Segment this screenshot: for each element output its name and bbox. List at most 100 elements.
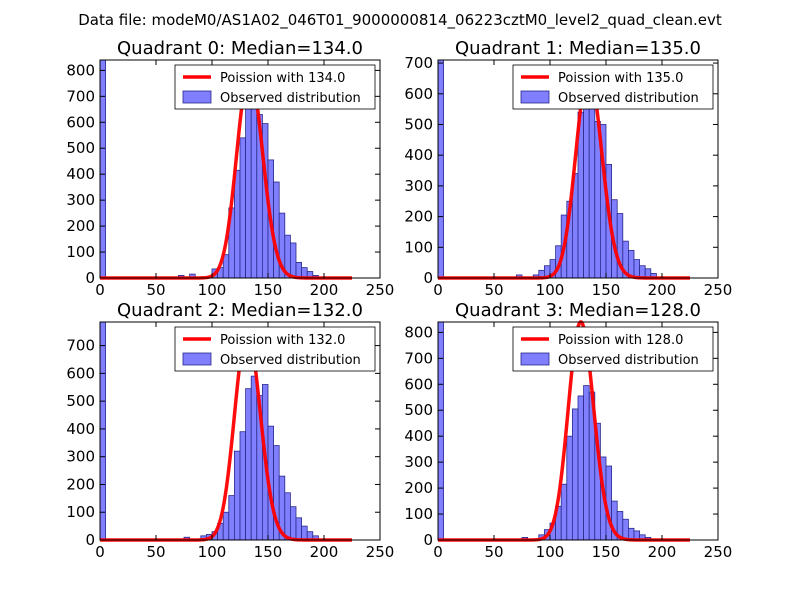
y-tick-label: 200 (404, 479, 433, 497)
quadrant-3-panel: Quadrant 3: Median=128.0 0 50 100 150 200 250 0… (404, 300, 732, 561)
legend-observed-swatch (520, 90, 550, 104)
y-tick-label: 100 (404, 238, 433, 256)
x-tick-label: 0 (433, 543, 443, 561)
legend-poisson-label: Poission with 132.0 (220, 333, 345, 348)
x-tick-label: 250 (704, 281, 733, 299)
y-tick-label: 500 (66, 392, 95, 410)
legend-observed-label: Observed distribution (220, 353, 361, 368)
y-tick-label: 400 (404, 427, 433, 445)
y-tick-label: 700 (66, 87, 95, 105)
histogram-bar (239, 431, 246, 541)
x-tick-label: 100 (536, 281, 565, 299)
legend: Poission with 128.0 Observed distribution (512, 326, 714, 372)
legend-poisson-label: Poission with 128.0 (558, 333, 683, 348)
legend: Poission with 134.0 Observed distribution (174, 64, 376, 110)
histogram-bar (99, 59, 106, 279)
x-tick-label: 150 (592, 281, 621, 299)
histogram-bar (560, 483, 568, 541)
legend-observed-label: Observed distribution (558, 91, 699, 106)
quadrant-2-title: Quadrant 2: Median=132.0 (117, 300, 363, 321)
x-tick-label: 200 (310, 281, 339, 299)
histogram-bar (577, 395, 584, 541)
quadrant-3-title: Quadrant 3: Median=128.0 (455, 300, 701, 321)
quadrant-1-panel: Quadrant 1: Median=135.0 0 50 100 150 200 250 0… (404, 38, 732, 299)
legend: Poission with 132.0 Observed distribution (174, 326, 376, 372)
panels: Quadrant 0: Median=134.0 0 50 100 150 200 250 0… (66, 38, 732, 561)
histogram-bar (233, 169, 241, 279)
histogram-bar (583, 385, 590, 541)
y-tick-label: 700 (404, 54, 433, 72)
figure-title: Data file: modeM0/AS1A02_046T01_90000008… (78, 11, 722, 30)
y-tick-label: 800 (66, 61, 95, 79)
legend-poisson-label: Poission with 134.0 (220, 71, 345, 86)
legend-observed-label: Observed distribution (558, 353, 699, 368)
x-tick-label: 50 (146, 281, 165, 299)
x-tick-label: 200 (310, 543, 339, 561)
histogram-bar (250, 92, 258, 279)
histogram-bar (222, 511, 230, 541)
y-tick-label: 800 (404, 323, 433, 341)
y-tick-label: 300 (66, 448, 95, 466)
histogram-bar (583, 102, 590, 279)
axes-frame (437, 321, 719, 541)
y-tick-label: 400 (66, 165, 95, 183)
histogram-bar (566, 435, 573, 541)
x-tick-label: 100 (198, 281, 227, 299)
legend-poisson-label: Poission with 135.0 (558, 71, 683, 86)
y-tick-label: 0 (85, 269, 95, 287)
histogram-bar (99, 321, 106, 541)
y-tick-label: 300 (66, 191, 95, 209)
x-tick-label: 200 (648, 281, 677, 299)
y-tick-label: 0 (85, 531, 95, 549)
histogram-bar (572, 408, 579, 541)
y-tick-label: 100 (66, 503, 95, 521)
y-tick-label: 400 (66, 420, 95, 438)
quadrant-0-panel: Quadrant 0: Median=134.0 0 50 100 150 200 250 0… (66, 38, 394, 299)
histogram-bar (289, 242, 297, 279)
histogram-bar (588, 85, 596, 279)
x-tick-label: 100 (536, 543, 565, 561)
y-tick-label: 500 (404, 401, 433, 419)
y-tick-label: 700 (66, 337, 95, 355)
x-tick-label: 100 (198, 543, 227, 561)
legend-observed-label: Observed distribution (220, 91, 361, 106)
histogram-bar (633, 259, 640, 279)
histogram-bar (239, 137, 246, 279)
y-tick-label: 500 (404, 115, 433, 133)
y-tick-label: 700 (404, 349, 433, 367)
x-tick-label: 150 (592, 543, 621, 561)
y-tick-label: 600 (404, 375, 433, 393)
axes-frame (99, 321, 381, 541)
y-tick-label: 0 (423, 531, 433, 549)
histogram-bar (295, 262, 302, 279)
x-tick-label: 250 (366, 543, 395, 561)
y-tick-label: 300 (404, 177, 433, 195)
histogram-bar (301, 525, 308, 541)
y-tick-label: 100 (66, 243, 95, 261)
y-tick-label: 200 (66, 217, 95, 235)
y-tick-label: 0 (423, 269, 433, 287)
x-tick-label: 50 (484, 543, 503, 561)
legend-box (174, 326, 376, 372)
histogram-bar (284, 492, 291, 541)
x-tick-label: 50 (146, 543, 165, 561)
legend-observed-swatch (520, 352, 550, 366)
histogram-bar (245, 388, 252, 541)
y-tick-label: 600 (66, 113, 95, 131)
legend-observed-swatch (182, 352, 212, 366)
axes-frame (437, 59, 719, 279)
histogram-bar (437, 59, 444, 279)
x-tick-label: 250 (704, 543, 733, 561)
x-tick-label: 250 (366, 281, 395, 299)
histogram-bar (250, 375, 258, 541)
quadrant-0-title: Quadrant 0: Median=134.0 (117, 38, 363, 59)
x-tick-label: 150 (254, 281, 283, 299)
axes-frame (99, 59, 381, 279)
y-tick-label: 600 (404, 85, 433, 103)
y-tick-label: 500 (66, 139, 95, 157)
legend-observed-swatch (182, 90, 212, 104)
histogram-bar (228, 495, 235, 541)
histogram-bar (437, 321, 444, 541)
y-tick-label: 200 (66, 475, 95, 493)
